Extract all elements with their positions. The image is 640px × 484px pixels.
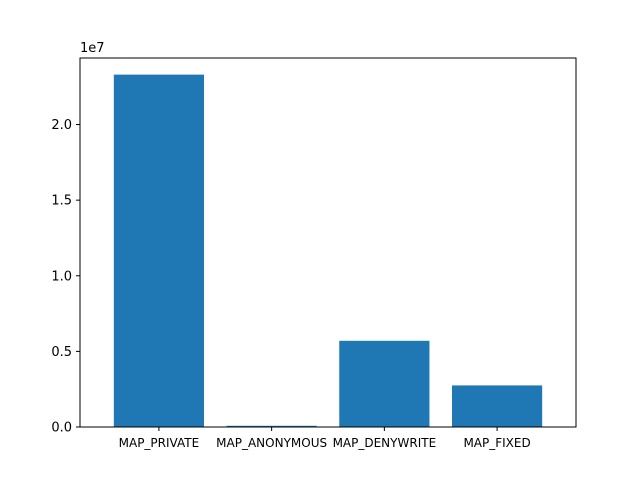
- y-tick-label: 0.5: [51, 345, 72, 360]
- bar-map-private: [113, 74, 204, 427]
- y-tick-label: 2.0: [51, 118, 72, 133]
- bar-map-denywrite: [339, 340, 430, 427]
- x-tick-label: MAP_FIXED: [463, 436, 530, 450]
- y-axis: 0.0 0.5 1.0 1.5 2.0: [51, 118, 80, 436]
- x-tick-label: MAP_ANONYMOUS: [216, 436, 327, 450]
- x-tick-label: MAP_DENYWRITE: [333, 436, 437, 450]
- bar-map-anonymous: [226, 425, 317, 427]
- bars-group: [113, 74, 543, 427]
- plot-frame: [79, 57, 577, 428]
- y-offset-label: 1e7: [80, 41, 105, 56]
- y-tick-label: 0.0: [51, 421, 72, 436]
- y-tick-label: 1.5: [51, 194, 72, 209]
- bar-map-fixed: [452, 385, 543, 427]
- x-axis: MAP_PRIVATE MAP_ANONYMOUS MAP_DENYWRITE MAP…: [119, 427, 531, 450]
- x-tick-label: MAP_PRIVATE: [119, 436, 200, 450]
- y-tick-label: 1.0: [51, 269, 72, 284]
